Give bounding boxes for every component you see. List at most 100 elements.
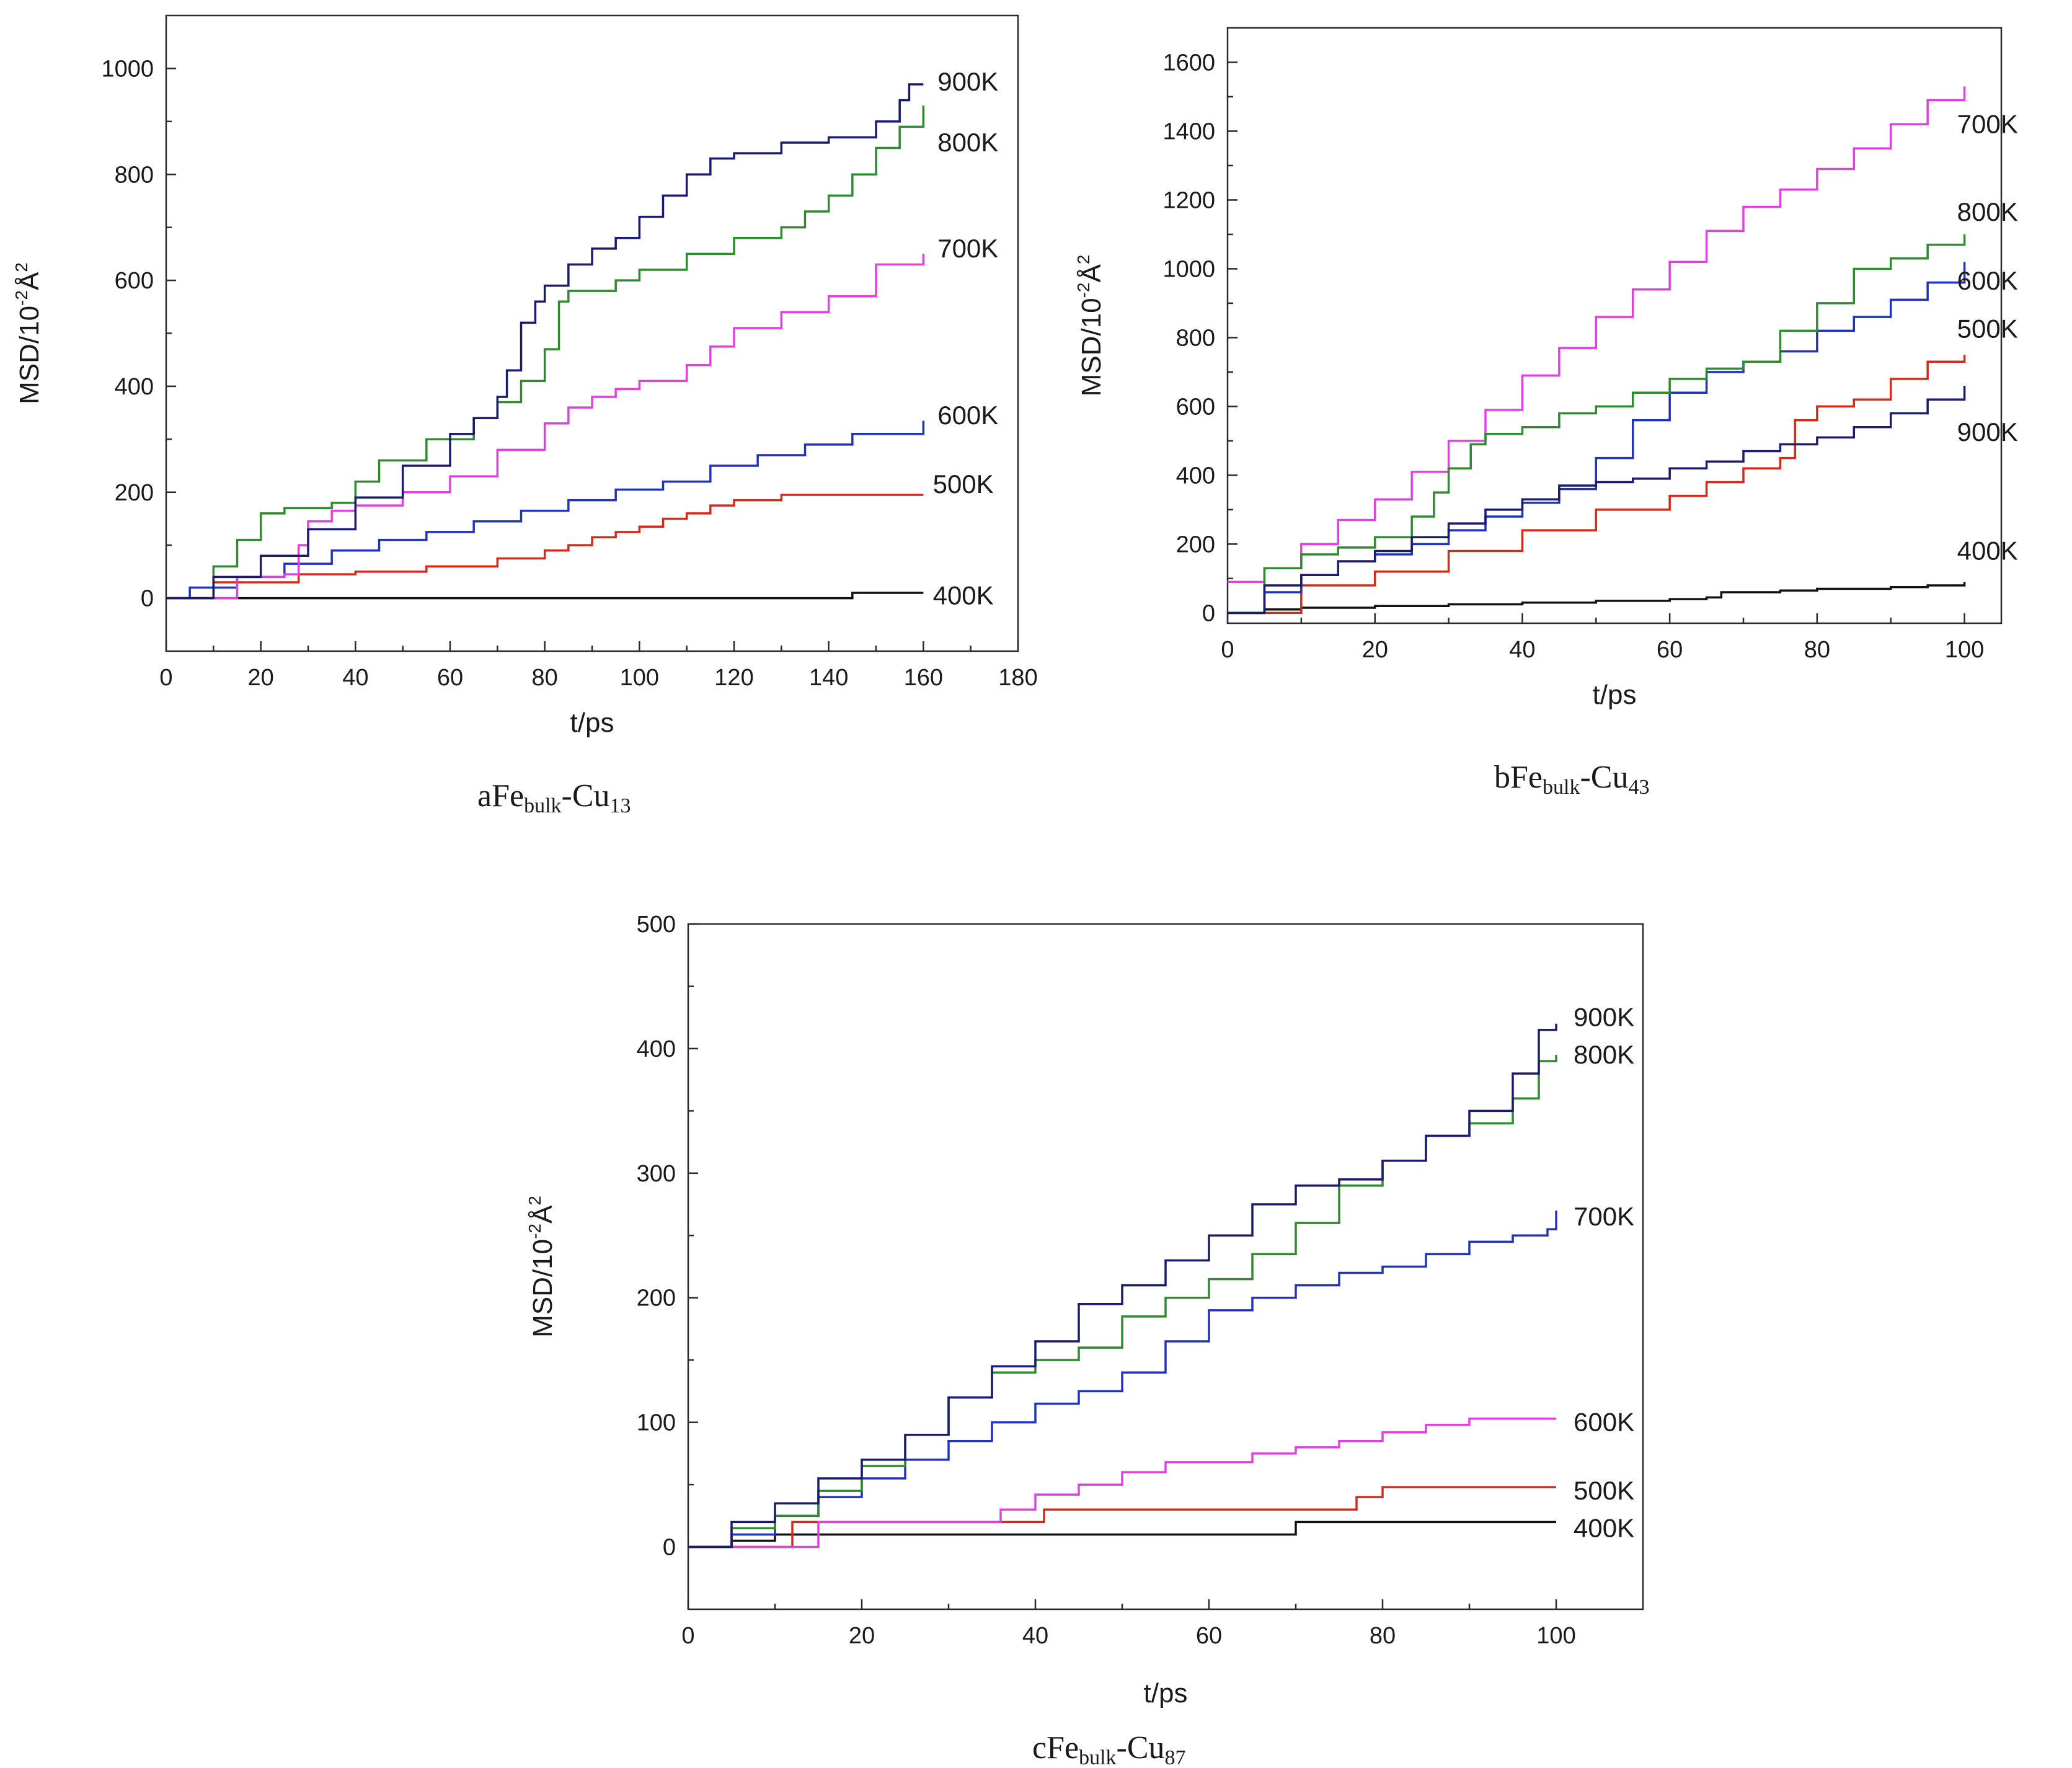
caption-part: bulk <box>524 794 561 817</box>
y-axis-title-part: MSD/10 <box>14 306 45 404</box>
series-line-500K <box>688 1486 1556 1548</box>
x-axis-title: t/ps <box>1593 680 1637 710</box>
series-label-500K: 500K <box>1574 1476 1634 1505</box>
caption-part: bulk <box>1079 1746 1116 1768</box>
y-tick-label: 1400 <box>1162 118 1215 144</box>
y-axis-title-part: -2 <box>12 290 31 306</box>
caption-part: 87 <box>1165 1746 1186 1768</box>
caption-part: Fe <box>1510 760 1543 795</box>
y-axis-title: MSD/10-2Å2 <box>1074 255 1107 397</box>
x-tick-label: 80 <box>532 665 558 691</box>
x-tick-label: 20 <box>1362 637 1388 663</box>
y-tick-label: 0 <box>663 1535 676 1561</box>
series-line-800K <box>1228 234 1966 615</box>
series-label-900K: 900K <box>1574 1003 1634 1032</box>
series-label-800K: 800K <box>1574 1040 1634 1069</box>
series-label-600K: 600K <box>1574 1408 1634 1437</box>
caption-part: b <box>1494 760 1510 795</box>
y-axis-title-part: Å <box>14 272 45 290</box>
y-tick-label: 1000 <box>1162 256 1215 282</box>
panel-a: 0 20 40 60 80 100 120 140 160 180 0 200 400 600 800 100… <box>12 14 1038 817</box>
series-line-400K <box>166 592 924 600</box>
caption-part: -Cu <box>1580 760 1628 795</box>
x-tick-label: 100 <box>1536 1623 1575 1649</box>
y-axis-title-part: 2 <box>12 262 31 272</box>
series-line-600K <box>166 420 925 600</box>
series-line-700K <box>688 1211 1557 1548</box>
series-label-500K: 500K <box>1957 314 2018 344</box>
x-axis-title: t/ps <box>570 708 614 738</box>
series-line-700K <box>1228 86 1966 584</box>
caption-part: 43 <box>1628 776 1649 799</box>
caption-part: 13 <box>610 794 631 817</box>
x-tick-label: 160 <box>904 665 943 691</box>
caption-part: -Cu <box>1117 1730 1165 1766</box>
x-tick-label: 0 <box>681 1623 694 1649</box>
series-label-700K: 700K <box>937 234 998 263</box>
y-axis-title-part: 2 <box>1074 255 1093 265</box>
caption-part: Fe <box>492 778 524 814</box>
y-tick-label: 0 <box>141 586 154 612</box>
y-tick-label: 600 <box>115 268 154 294</box>
x-tick-label: 80 <box>1804 637 1830 663</box>
y-axis-title-part: MSD/10 <box>528 1239 558 1338</box>
series-label-800K: 800K <box>937 128 998 157</box>
x-axis-title: t/ps <box>1144 1678 1188 1708</box>
series-label-500K: 500K <box>933 469 994 499</box>
series-line-400K <box>1228 582 1966 615</box>
x-tick-label: 100 <box>620 665 659 691</box>
series-label-400K: 400K <box>933 580 994 610</box>
y-tick-label: 100 <box>637 1410 676 1436</box>
x-tick-label: 0 <box>159 665 172 691</box>
series-label-800K: 800K <box>1957 197 2018 226</box>
series-label-600K: 600K <box>937 401 998 430</box>
y-tick-label: 500 <box>637 912 676 938</box>
x-tick-label: 40 <box>1022 1623 1048 1649</box>
x-tick-label: 40 <box>342 665 368 691</box>
y-axis-title: MSD/10-2Å2 <box>12 262 45 404</box>
series-line-900K <box>1228 386 1966 615</box>
x-tick-label: 180 <box>998 665 1037 691</box>
series-label-400K: 400K <box>1957 536 2018 565</box>
x-tick-label: 20 <box>248 665 274 691</box>
series-line-700K <box>166 254 925 600</box>
series-line-900K <box>166 83 924 600</box>
y-tick-label: 1000 <box>101 56 154 82</box>
series-label-900K: 900K <box>1957 417 2018 446</box>
plot-frame <box>687 923 1644 1610</box>
caption-part: -Cu <box>562 778 610 814</box>
y-tick-label: 200 <box>1176 531 1215 557</box>
x-tick-label: 20 <box>849 1623 875 1649</box>
series-label-600K: 600K <box>1957 266 2018 295</box>
y-tick-label: 600 <box>1176 394 1215 420</box>
caption-part: c <box>1032 1730 1047 1766</box>
y-tick-label: 800 <box>115 162 154 188</box>
x-tick-label: 80 <box>1370 1623 1396 1649</box>
x-tick-label: 60 <box>1657 637 1683 663</box>
x-tick-label: 0 <box>1221 637 1234 663</box>
panel-caption: cFebulk-Cu87 <box>1032 1730 1186 1768</box>
x-tick-label: 120 <box>714 665 753 691</box>
panel-caption: bFebulk-Cu43 <box>1494 760 1649 799</box>
series-line-600K <box>688 1417 1556 1548</box>
x-tick-label: 140 <box>809 665 848 691</box>
series-label-900K: 900K <box>937 67 998 96</box>
x-tick-label: 60 <box>437 665 463 691</box>
x-tick-label: 40 <box>1509 637 1535 663</box>
series-line-500K <box>1228 355 1966 615</box>
series-label-400K: 400K <box>1574 1513 1634 1542</box>
y-axis-title-part: 2 <box>525 1196 544 1206</box>
y-axis-title-part: Å <box>528 1205 558 1224</box>
y-tick-label: 400 <box>115 374 154 400</box>
caption-part: bulk <box>1543 776 1580 799</box>
y-tick-label: 400 <box>1176 463 1215 489</box>
panel-b: 0 20 40 60 80 1000200400600800100012001400160… <box>1074 27 2018 799</box>
caption-part: Fe <box>1047 1730 1079 1766</box>
panel-caption: aFebulk-Cu13 <box>477 778 631 817</box>
y-tick-label: 400 <box>637 1036 676 1062</box>
y-axis-title-part: -2 <box>525 1224 544 1239</box>
series-line-900K <box>688 1023 1557 1548</box>
series-line-800K <box>166 105 925 600</box>
panel-c: 0 20 40 60 80 100 0 100 200 300 400 500 900K 800K 700K… <box>525 912 1644 1768</box>
